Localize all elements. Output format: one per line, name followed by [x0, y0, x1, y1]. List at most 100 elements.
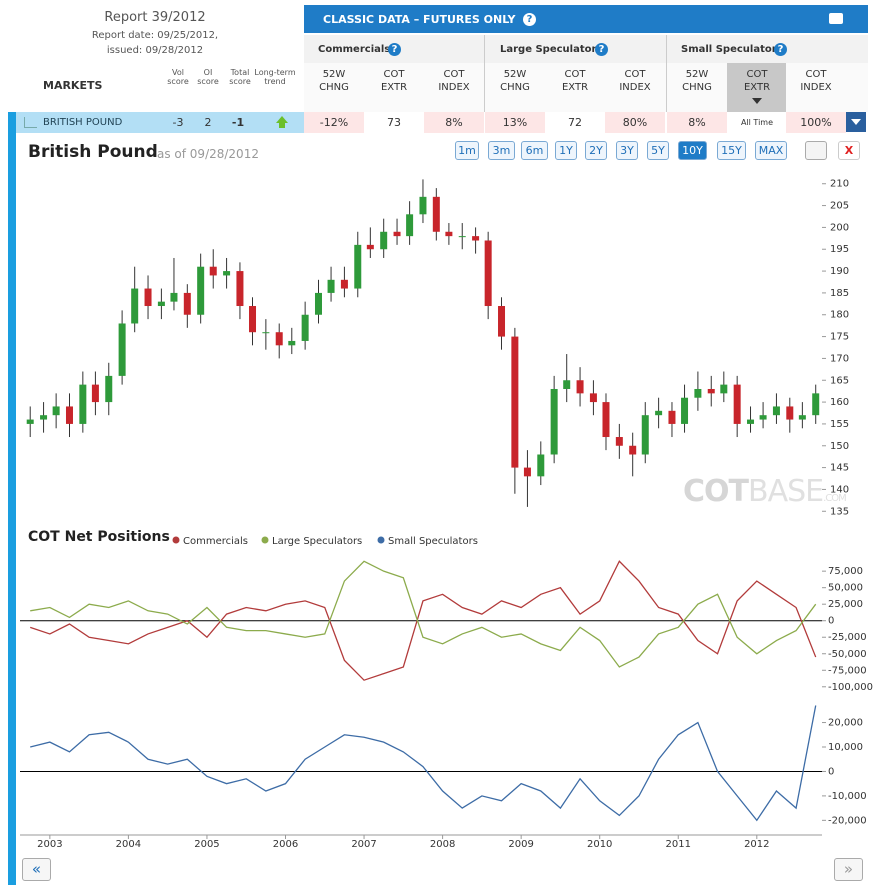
candle-body [52, 406, 60, 416]
range-button[interactable]: 1Y [555, 141, 577, 160]
y-tick-label: 75,000 [828, 566, 863, 577]
y-tick-label: 190 [830, 266, 849, 277]
cell: 13% [485, 112, 545, 133]
column-header[interactable]: COT EXTR [380, 69, 408, 93]
cell: 72 [545, 112, 605, 133]
legend-label: Small Speculators [388, 536, 478, 547]
y-tick-label: 0 [828, 616, 834, 627]
chart-title: British Pound [28, 142, 158, 162]
candle-body [26, 419, 34, 424]
candle-body [484, 240, 492, 307]
column-header[interactable]: COT INDEX [619, 69, 651, 93]
trend-arrow [276, 116, 288, 123]
y-tick-label: 150 [830, 441, 849, 452]
candle-body [144, 288, 152, 307]
close-button[interactable]: X [838, 141, 860, 160]
candle-body [314, 292, 322, 315]
range-button[interactable]: 3m [488, 141, 515, 160]
nav-prev[interactable]: « [22, 858, 51, 881]
column-header[interactable]: COT INDEX [438, 69, 470, 93]
y-tick-label: 205 [830, 201, 849, 212]
help-icon[interactable]: ? [595, 43, 608, 56]
candle-body [641, 415, 649, 455]
candle-body [707, 388, 715, 394]
candle-body [223, 271, 231, 276]
x-tick-label: 2004 [116, 839, 141, 850]
candle-body [366, 244, 374, 250]
legend-marker [172, 536, 180, 544]
y-tick-label: -25,000 [828, 632, 867, 643]
print-button[interactable] [805, 141, 827, 160]
cell: 80% [605, 112, 665, 133]
chart-icon [24, 117, 37, 128]
group-name: Large Speculators [500, 44, 603, 55]
candle-body [537, 454, 545, 477]
candle-body [65, 406, 73, 424]
column-header[interactable]: COT INDEX [800, 69, 832, 93]
watermark-part: COT [683, 474, 749, 509]
candle-body [209, 266, 217, 276]
column-header[interactable]: 52W CHNG [682, 69, 712, 93]
candle-body [262, 332, 270, 334]
market-name[interactable]: BRITISH POUND [43, 117, 123, 128]
watermark: COTBASE.COM [683, 474, 847, 509]
group-name: Commercials [318, 44, 391, 55]
candle-body [550, 388, 558, 455]
x-tick-label: 2011 [666, 839, 691, 850]
candle-body [563, 380, 571, 389]
range-button[interactable]: 2Y [585, 141, 607, 160]
candle-body [458, 236, 466, 238]
candle-body [615, 437, 623, 446]
candle-body [327, 279, 335, 293]
score: 2 [204, 116, 212, 129]
range-button[interactable]: 5Y [647, 141, 669, 160]
cot-title: COT Net Positions [28, 529, 170, 545]
y-tick-label: 25,000 [828, 599, 863, 610]
report-date: Report date: 09/25/2012, [91, 30, 219, 41]
candle-body [812, 393, 820, 416]
range-button[interactable]: 15Y [717, 141, 746, 160]
nav-next[interactable]: » [834, 858, 863, 881]
column-header[interactable]: COT EXTR [561, 69, 589, 93]
help-icon[interactable]: ? [523, 13, 536, 26]
candle-body [183, 292, 191, 315]
market-row[interactable] [16, 112, 304, 133]
y-tick-label: 160 [830, 397, 849, 408]
y-tick-label: 20,000 [828, 718, 863, 729]
column-header[interactable]: COT EXTR [743, 69, 771, 93]
panel-title: CLASSIC DATA – FUTURES ONLY [323, 13, 516, 26]
column-header[interactable]: 52W CHNG [319, 69, 349, 93]
help-icon[interactable]: ? [388, 43, 401, 56]
range-button[interactable]: 6m [521, 141, 548, 160]
cell: 100% [786, 112, 846, 133]
trend-arrow-stem [279, 123, 285, 128]
y-tick-label: -100,000 [828, 682, 873, 693]
x-tick-label: 2009 [508, 839, 533, 850]
y-tick-label: -20,000 [828, 815, 867, 826]
x-tick-label: 2008 [430, 839, 455, 850]
y-tick-label: 200 [830, 222, 849, 233]
candle-body [589, 393, 597, 403]
help-icon[interactable]: ? [774, 43, 787, 56]
print-icon[interactable] [829, 13, 843, 24]
candle-body [759, 415, 767, 420]
y-tick-label: 10,000 [828, 742, 863, 753]
y-tick-label: 170 [830, 353, 849, 364]
series-line [30, 560, 817, 681]
y-tick-label: 180 [830, 310, 849, 321]
separator [666, 35, 667, 112]
range-button[interactable]: MAX [755, 141, 787, 160]
candle-body [91, 384, 99, 403]
range-button[interactable]: 1m [455, 141, 479, 160]
range-button[interactable]: 10Y [678, 141, 707, 160]
candle-body [275, 332, 283, 346]
x-tick-label: 2012 [744, 839, 769, 850]
score-header: Total score [229, 68, 251, 86]
cell: 8% [424, 112, 484, 133]
column-header[interactable]: 52W CHNG [500, 69, 530, 93]
range-button[interactable]: 3Y [616, 141, 638, 160]
candle-body [79, 384, 87, 424]
legend-marker [261, 536, 269, 544]
